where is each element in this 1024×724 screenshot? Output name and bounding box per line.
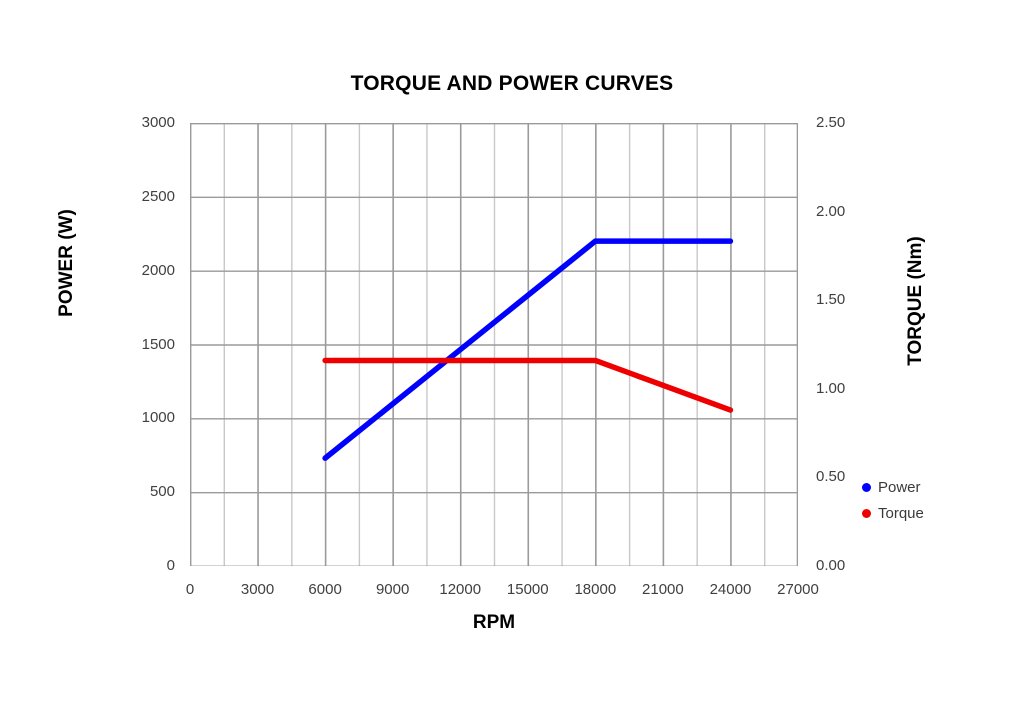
plot-svg <box>190 123 798 566</box>
x-tick-label: 18000 <box>574 581 617 598</box>
x-tick-label: 21000 <box>642 581 684 598</box>
x-tick-label: 15000 <box>506 581 549 598</box>
series-line-power <box>322 238 734 461</box>
legend-marker-dot-icon <box>862 482 871 492</box>
legend-label: Power <box>878 478 921 496</box>
y2-tick-label: 0.00 <box>816 557 846 574</box>
x-tick-label: 24000 <box>709 581 752 598</box>
y-axis-title-power: POWER (W) <box>56 209 77 317</box>
x-axis-title-rpm: RPM <box>472 612 516 633</box>
legend-item-torque[interactable]: Torque <box>862 500 972 526</box>
y-tick-label: 0 <box>166 557 175 574</box>
y-tick-label: 500 <box>149 483 175 501</box>
y2-tick-label: 2.50 <box>816 114 846 131</box>
legend-marker-dot-icon <box>862 508 871 518</box>
y2-tick-label: 0.50 <box>816 468 846 486</box>
x-tick-label: 9000 <box>375 581 410 598</box>
y2-axis-title-torque: TORQUE (Nm) <box>905 236 926 366</box>
y-tick-label: 2000 <box>141 261 175 279</box>
chart-title: TORQUE AND POWER CURVES <box>350 72 674 95</box>
x-tick-label: 0 <box>185 581 195 598</box>
y-tick-label: 3000 <box>141 114 175 131</box>
x-tick-label: 3000 <box>240 581 275 598</box>
y-tick-label: 1000 <box>141 409 175 427</box>
plot-area <box>190 123 798 566</box>
x-tick-label: 27000 <box>777 581 819 598</box>
y2-tick-label: 2.00 <box>816 202 846 220</box>
y2-tick-label: 1.00 <box>816 379 846 397</box>
x-tick-label: 12000 <box>439 581 482 598</box>
y-tick-label: 1500 <box>141 335 175 353</box>
y-tick-label: 2500 <box>141 187 175 205</box>
x-tick-label: 6000 <box>308 581 342 598</box>
legend-item-power[interactable]: Power <box>862 474 972 500</box>
y2-tick-label: 1.50 <box>816 291 846 309</box>
series-line-torque <box>322 357 734 413</box>
legend-label: Torque <box>878 504 924 522</box>
chart-legend: Power Torque <box>862 474 972 526</box>
